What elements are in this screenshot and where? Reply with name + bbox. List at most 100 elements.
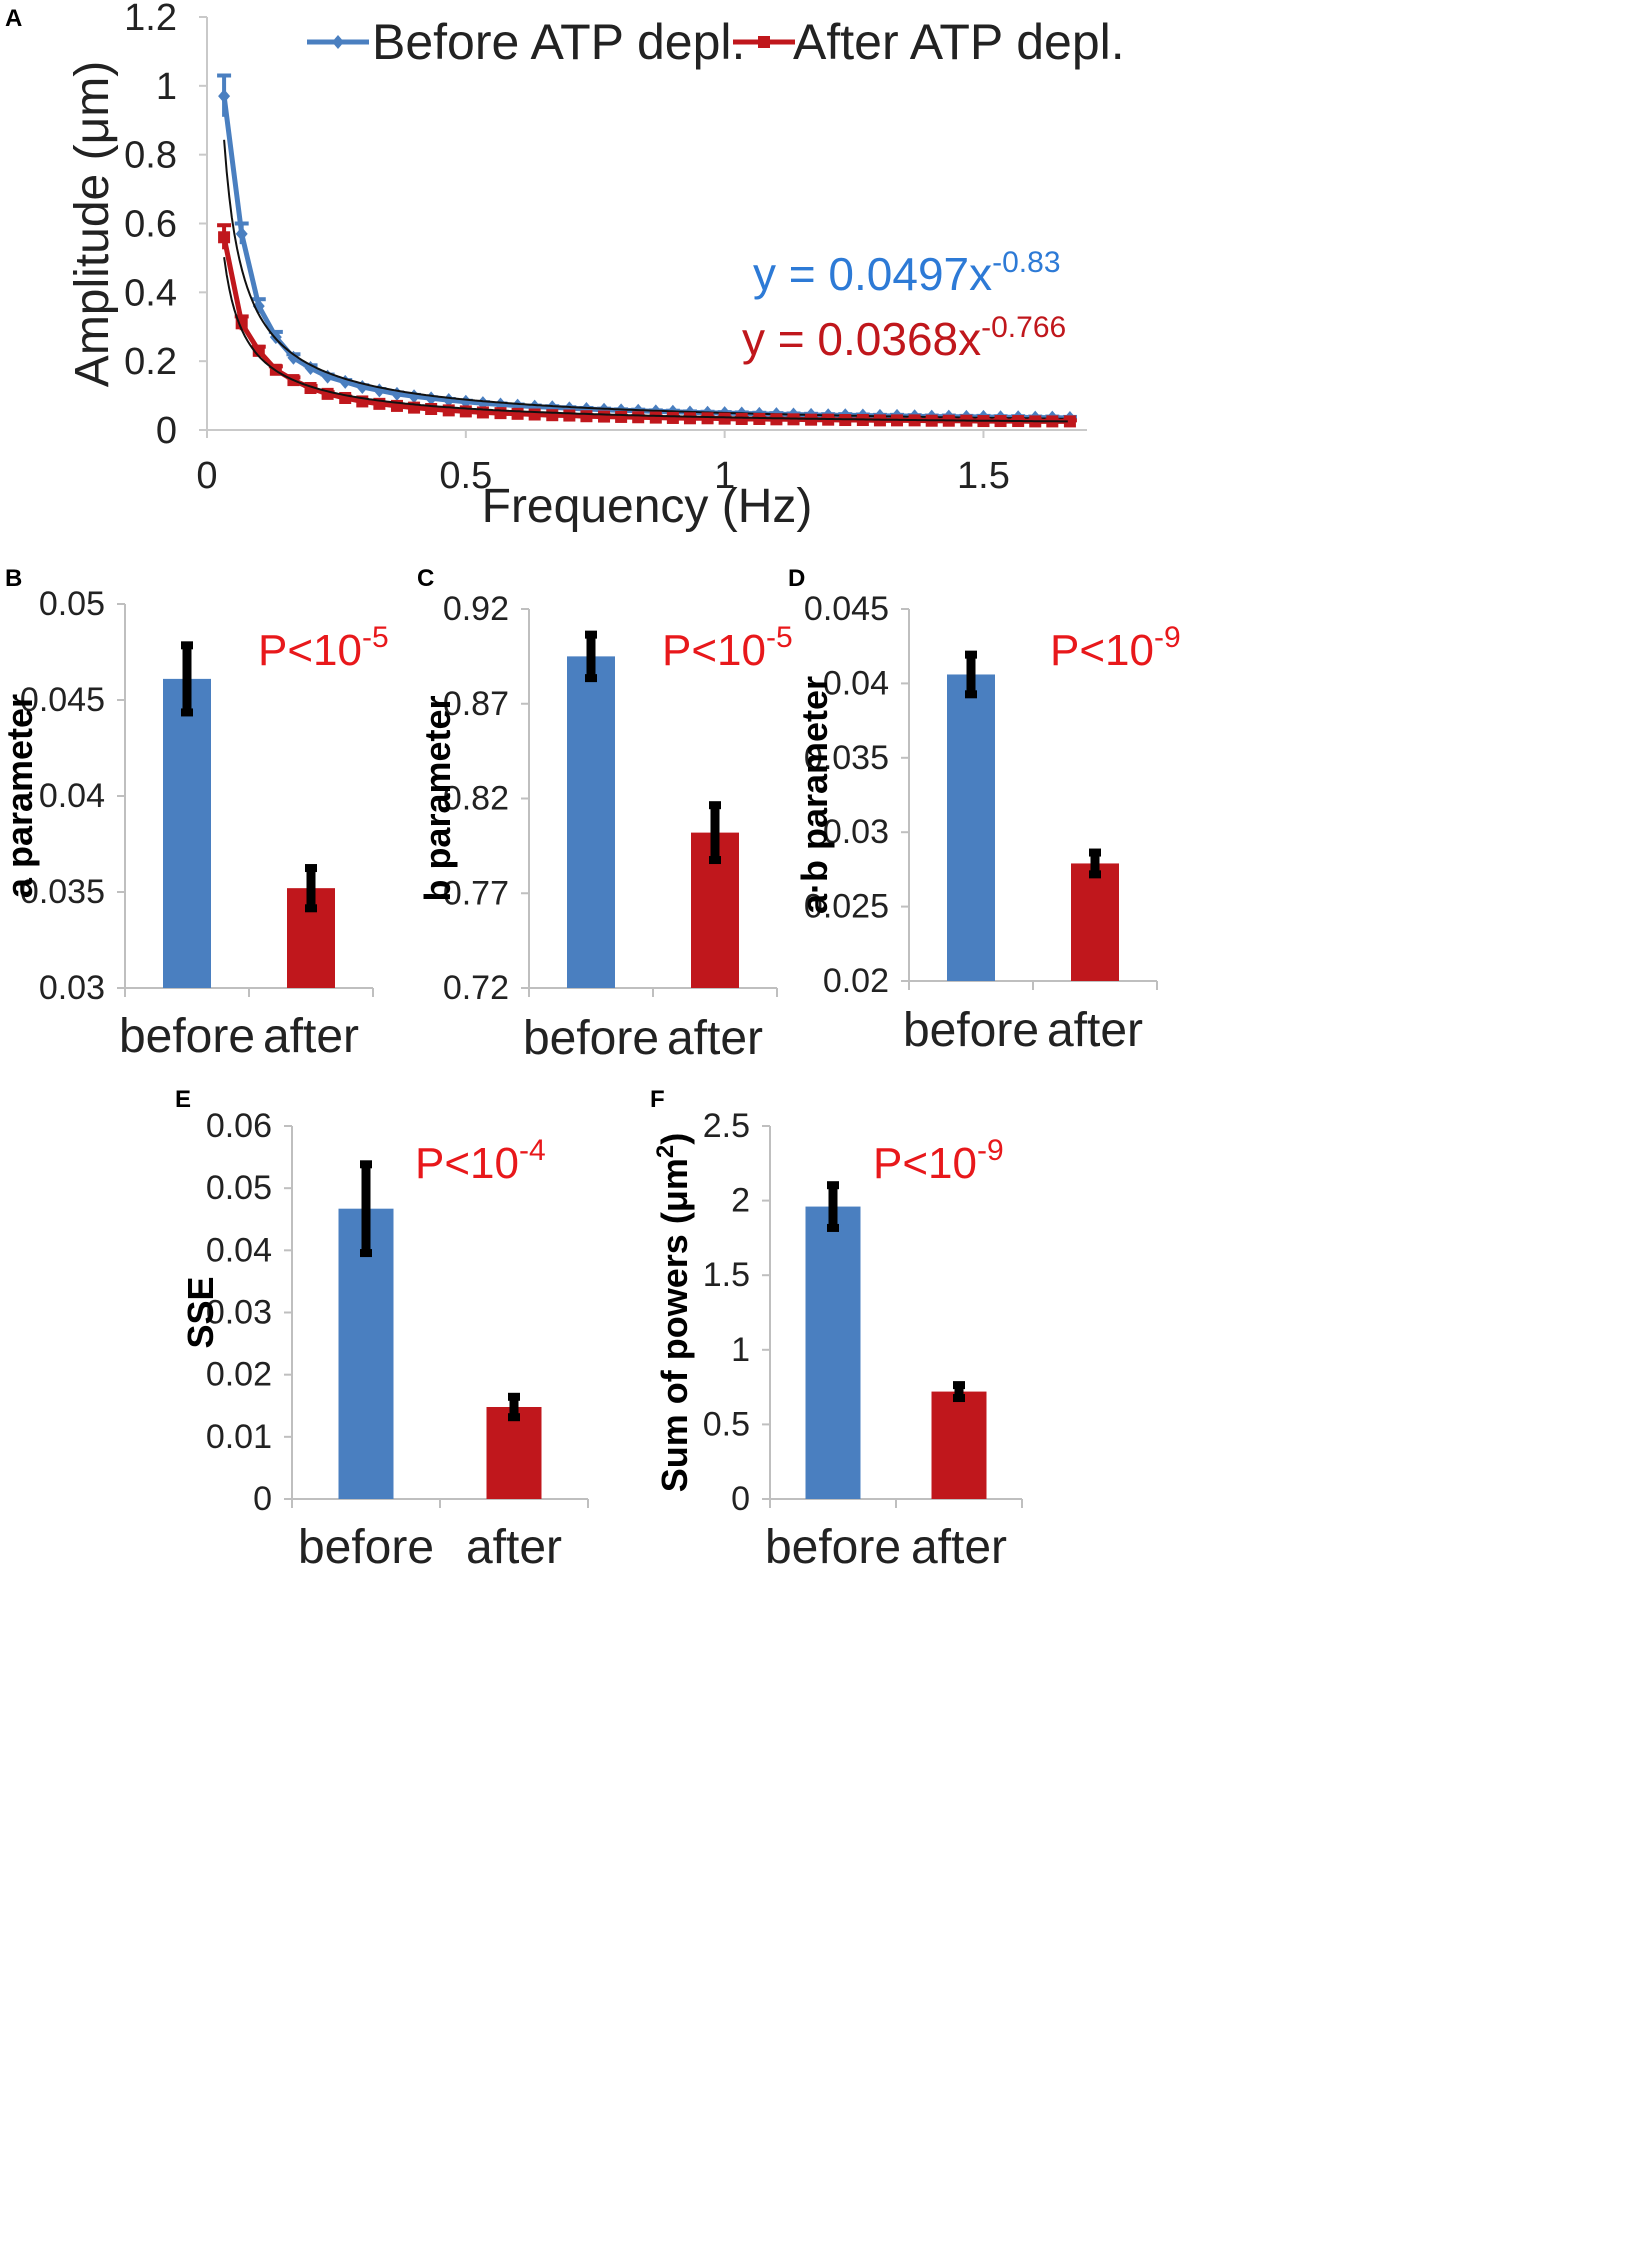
data-point-square [563, 409, 576, 422]
category-label-after: after [1047, 1004, 1143, 1057]
y-axis-title-text: b parameter [417, 695, 458, 901]
panel-c: C 0.72 0.77 0.82 0.87 0.92 b parameter before af… [417, 565, 793, 1065]
data-point-square [1063, 415, 1076, 428]
data-point-square [753, 412, 766, 425]
y-tick-label: 0.045 [804, 590, 889, 628]
p-value: P<10-9 [1050, 621, 1181, 675]
data-point-square [615, 410, 628, 423]
y-tick-label: 0 [731, 1480, 750, 1518]
y-tick-label: 2 [731, 1182, 750, 1220]
y-tick-label: 1.2 [124, 0, 177, 39]
data-point-square [580, 410, 593, 423]
error-cap-top [953, 1381, 965, 1390]
data-point-square [718, 412, 731, 425]
error-cap-bottom [305, 904, 317, 913]
error-cap-top [181, 641, 193, 650]
y-axis-title: a·b parameter [794, 676, 835, 914]
y-tick-label: 0.77 [443, 874, 509, 912]
y-tick-label: 0.025 [804, 888, 889, 926]
error-cap-bottom [965, 690, 977, 699]
y-tick-label: 1 [156, 66, 177, 108]
category-label-before: before [119, 1010, 255, 1063]
y-tick-label: 0.04 [823, 664, 889, 702]
p-value: P<10-5 [258, 621, 389, 675]
fit-curve-after [223, 257, 1068, 423]
y-tick-label: 2.5 [703, 1107, 750, 1145]
data-point-square [511, 407, 524, 420]
panel-label-a: A [5, 5, 22, 32]
panel-d: D 0.02 0.025 0.03 0.035 0.04 0.045 a·b paramete… [788, 565, 1181, 1057]
p-value-base: P<10 [258, 626, 362, 675]
fit-equation-after-base: y = 0.0368x [742, 313, 981, 365]
error-cap-top [508, 1392, 520, 1401]
p-value-base: P<10 [1050, 626, 1154, 675]
panel-label-e: E [175, 1086, 191, 1113]
bar-after [1071, 863, 1119, 981]
y-tick-label: 0.035 [804, 739, 889, 777]
panel-label-c: C [417, 565, 434, 592]
x-axis-title: Frequency (Hz) [482, 480, 813, 533]
p-value: P<10-4 [415, 1134, 546, 1188]
y-tick-label: 0.02 [206, 1356, 272, 1394]
y-tick-label: 0 [156, 410, 177, 452]
y-tick-label: 0.5 [703, 1405, 750, 1443]
data-point-square [735, 412, 748, 425]
data-point-square [218, 231, 231, 244]
y-tick-label: 0.03 [206, 1294, 272, 1332]
y-axis-title-text: a·b parameter [794, 676, 835, 914]
data-point-diamond [287, 350, 300, 365]
legend-marker-square [758, 36, 770, 48]
y-tick-label: 0.03 [39, 969, 105, 1007]
series-after [217, 223, 1077, 428]
y-tick-label: 0.6 [124, 204, 177, 246]
data-point-diamond [408, 389, 421, 404]
error-cap-top [1089, 848, 1101, 857]
y-tick-label: 0.02 [823, 962, 889, 1000]
y-axis-title: a parameter [0, 694, 40, 898]
category-label-after: after [911, 1521, 1007, 1574]
p-value-base: P<10 [415, 1139, 519, 1188]
data-point-diamond [218, 89, 231, 104]
y-axis-title-sup: 2 [652, 1145, 679, 1158]
error-cap-top [827, 1181, 839, 1190]
bar-after [486, 1406, 542, 1499]
bar-before [163, 678, 211, 988]
x-tick-label: 0 [196, 455, 217, 497]
p-value-exponent: -9 [977, 1134, 1004, 1167]
error-cap-bottom [709, 856, 721, 865]
panel-e: E 0 0.01 0.02 0.03 0.04 0.05 0.06 SSE before after… [175, 1086, 589, 1574]
bar-after [931, 1391, 987, 1499]
y-axis-title-text: SSE [180, 1276, 221, 1348]
y-axis-title: Sum of powers (μm2) [652, 1133, 695, 1492]
fit-equation-after-exponent: -0.766 [981, 311, 1066, 344]
y-tick-label: 0.72 [443, 969, 509, 1007]
error-cap-top [965, 650, 977, 659]
legend-label-before: Before ATP depl. [372, 14, 745, 70]
panel-a: A 0 0.2 0.4 0.6 0.8 1 1.2 0 0.5 1 1.5 Frequency (Hz)… [5, 0, 1125, 533]
error-cap-bottom [585, 674, 597, 683]
y-tick-label: 1 [731, 1331, 750, 1369]
y-tick-label: 0.045 [20, 681, 105, 719]
y-tick-label: 0.4 [124, 272, 177, 314]
error-cap-top [709, 801, 721, 810]
data-point-square [632, 411, 645, 424]
category-label-after: after [667, 1012, 763, 1065]
data-point-square [494, 407, 507, 420]
category-label-after: after [263, 1010, 359, 1063]
panel-label-d: D [788, 565, 805, 592]
data-point-square [770, 413, 783, 426]
x-tick-label: 1 [714, 455, 735, 497]
error-cap-top [585, 630, 597, 639]
panel-b: B 0.03 0.035 0.04 0.045 0.05 a parameter before… [0, 565, 389, 1063]
fit-equation-before-base: y = 0.0497x [753, 248, 992, 300]
panel-label-b: B [5, 565, 22, 592]
y-axis-title: SSE [180, 1276, 221, 1348]
legend: Before ATP depl. After ATP depl. [307, 14, 1125, 70]
error-cap-bottom [508, 1413, 520, 1422]
p-value: P<10-9 [873, 1134, 1004, 1188]
error-cap-bottom [827, 1223, 839, 1232]
y-axis-title-end: ) [654, 1133, 695, 1145]
y-tick-label: 0.8 [124, 135, 177, 177]
error-cap-bottom [360, 1249, 372, 1258]
